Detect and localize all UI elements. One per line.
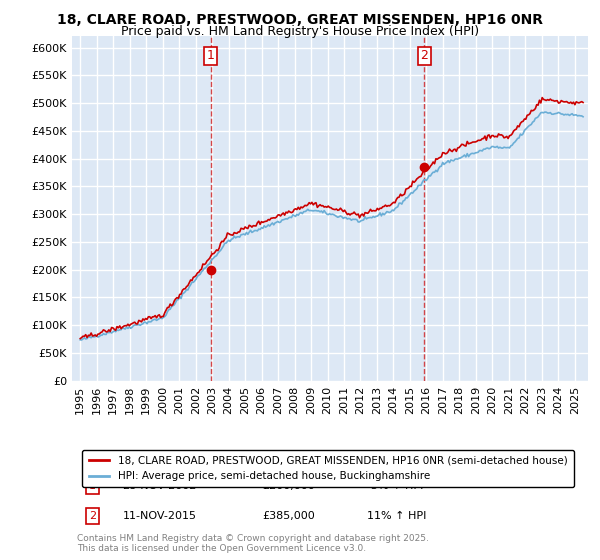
Text: 18, CLARE ROAD, PRESTWOOD, GREAT MISSENDEN, HP16 0NR: 18, CLARE ROAD, PRESTWOOD, GREAT MISSEND… (57, 13, 543, 27)
Text: 2: 2 (421, 49, 428, 62)
Text: £200,000: £200,000 (262, 481, 315, 491)
Text: 11-NOV-2015: 11-NOV-2015 (123, 511, 197, 521)
Text: 5% ↑ HPI: 5% ↑ HPI (371, 481, 423, 491)
Text: £385,000: £385,000 (262, 511, 315, 521)
Text: 1: 1 (89, 481, 96, 491)
Text: 1: 1 (207, 49, 215, 62)
Text: 11% ↑ HPI: 11% ↑ HPI (367, 511, 427, 521)
Text: 28-NOV-2002: 28-NOV-2002 (122, 481, 197, 491)
Legend: 18, CLARE ROAD, PRESTWOOD, GREAT MISSENDEN, HP16 0NR (semi-detached house), HPI:: 18, CLARE ROAD, PRESTWOOD, GREAT MISSEND… (82, 450, 574, 487)
Text: Contains HM Land Registry data © Crown copyright and database right 2025.
This d: Contains HM Land Registry data © Crown c… (77, 534, 429, 553)
Text: 2: 2 (89, 511, 96, 521)
Text: Price paid vs. HM Land Registry's House Price Index (HPI): Price paid vs. HM Land Registry's House … (121, 25, 479, 38)
